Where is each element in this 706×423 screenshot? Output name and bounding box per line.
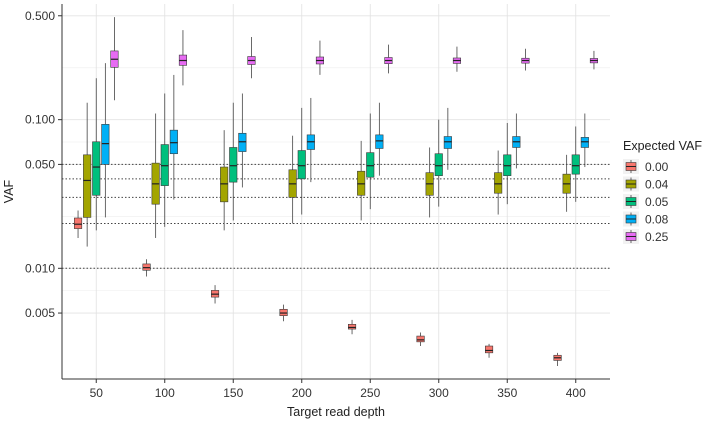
legend-label: 0.25 — [645, 230, 669, 244]
legend-label: 0.00 — [645, 160, 669, 174]
box — [229, 147, 238, 183]
box — [92, 141, 101, 196]
x-tick-label: 50 — [90, 386, 104, 400]
x-axis-title: Target read depth — [287, 405, 385, 419]
box — [160, 144, 169, 186]
box — [347, 324, 357, 330]
x-tick-label: 200 — [292, 386, 312, 400]
boxes — [74, 17, 599, 367]
x-tick-label: 300 — [429, 386, 449, 400]
box — [494, 172, 503, 194]
legend-label: 0.04 — [645, 178, 669, 192]
y-tick-label: 0.050 — [25, 157, 55, 171]
box — [580, 137, 589, 148]
x-tick-label: 400 — [566, 386, 586, 400]
box — [169, 129, 178, 155]
x-tick-label: 350 — [497, 386, 517, 400]
x-tick-label: 100 — [155, 386, 175, 400]
box — [434, 153, 443, 176]
box — [101, 124, 110, 165]
box — [297, 150, 306, 180]
box — [74, 217, 83, 229]
box — [238, 132, 247, 152]
legend-label: 0.08 — [645, 213, 669, 227]
y-axis-title: VAF — [2, 179, 16, 203]
y-tick-label: 0.500 — [25, 9, 55, 23]
box — [83, 154, 92, 218]
legend-title: Expected VAF — [623, 139, 702, 153]
box — [357, 170, 366, 196]
box — [571, 154, 580, 175]
box — [484, 345, 494, 354]
legend: Expected VAF 0.00 0.04 0.05 0.08 0.25 — [623, 139, 702, 244]
box — [375, 134, 384, 149]
axes: 0.005 0.010 0.050 0.100 0.500 50 100 150 200 250 3… — [25, 4, 610, 400]
y-tick-label: 0.005 — [25, 306, 55, 320]
box — [366, 152, 375, 178]
x-tick-label: 150 — [223, 386, 243, 400]
y-tick-label: 0.100 — [25, 113, 55, 127]
x-tick-label: 250 — [360, 386, 380, 400]
box — [443, 136, 452, 149]
box — [416, 335, 425, 343]
legend-label: 0.05 — [645, 195, 669, 209]
y-tick-label: 0.010 — [25, 261, 55, 275]
